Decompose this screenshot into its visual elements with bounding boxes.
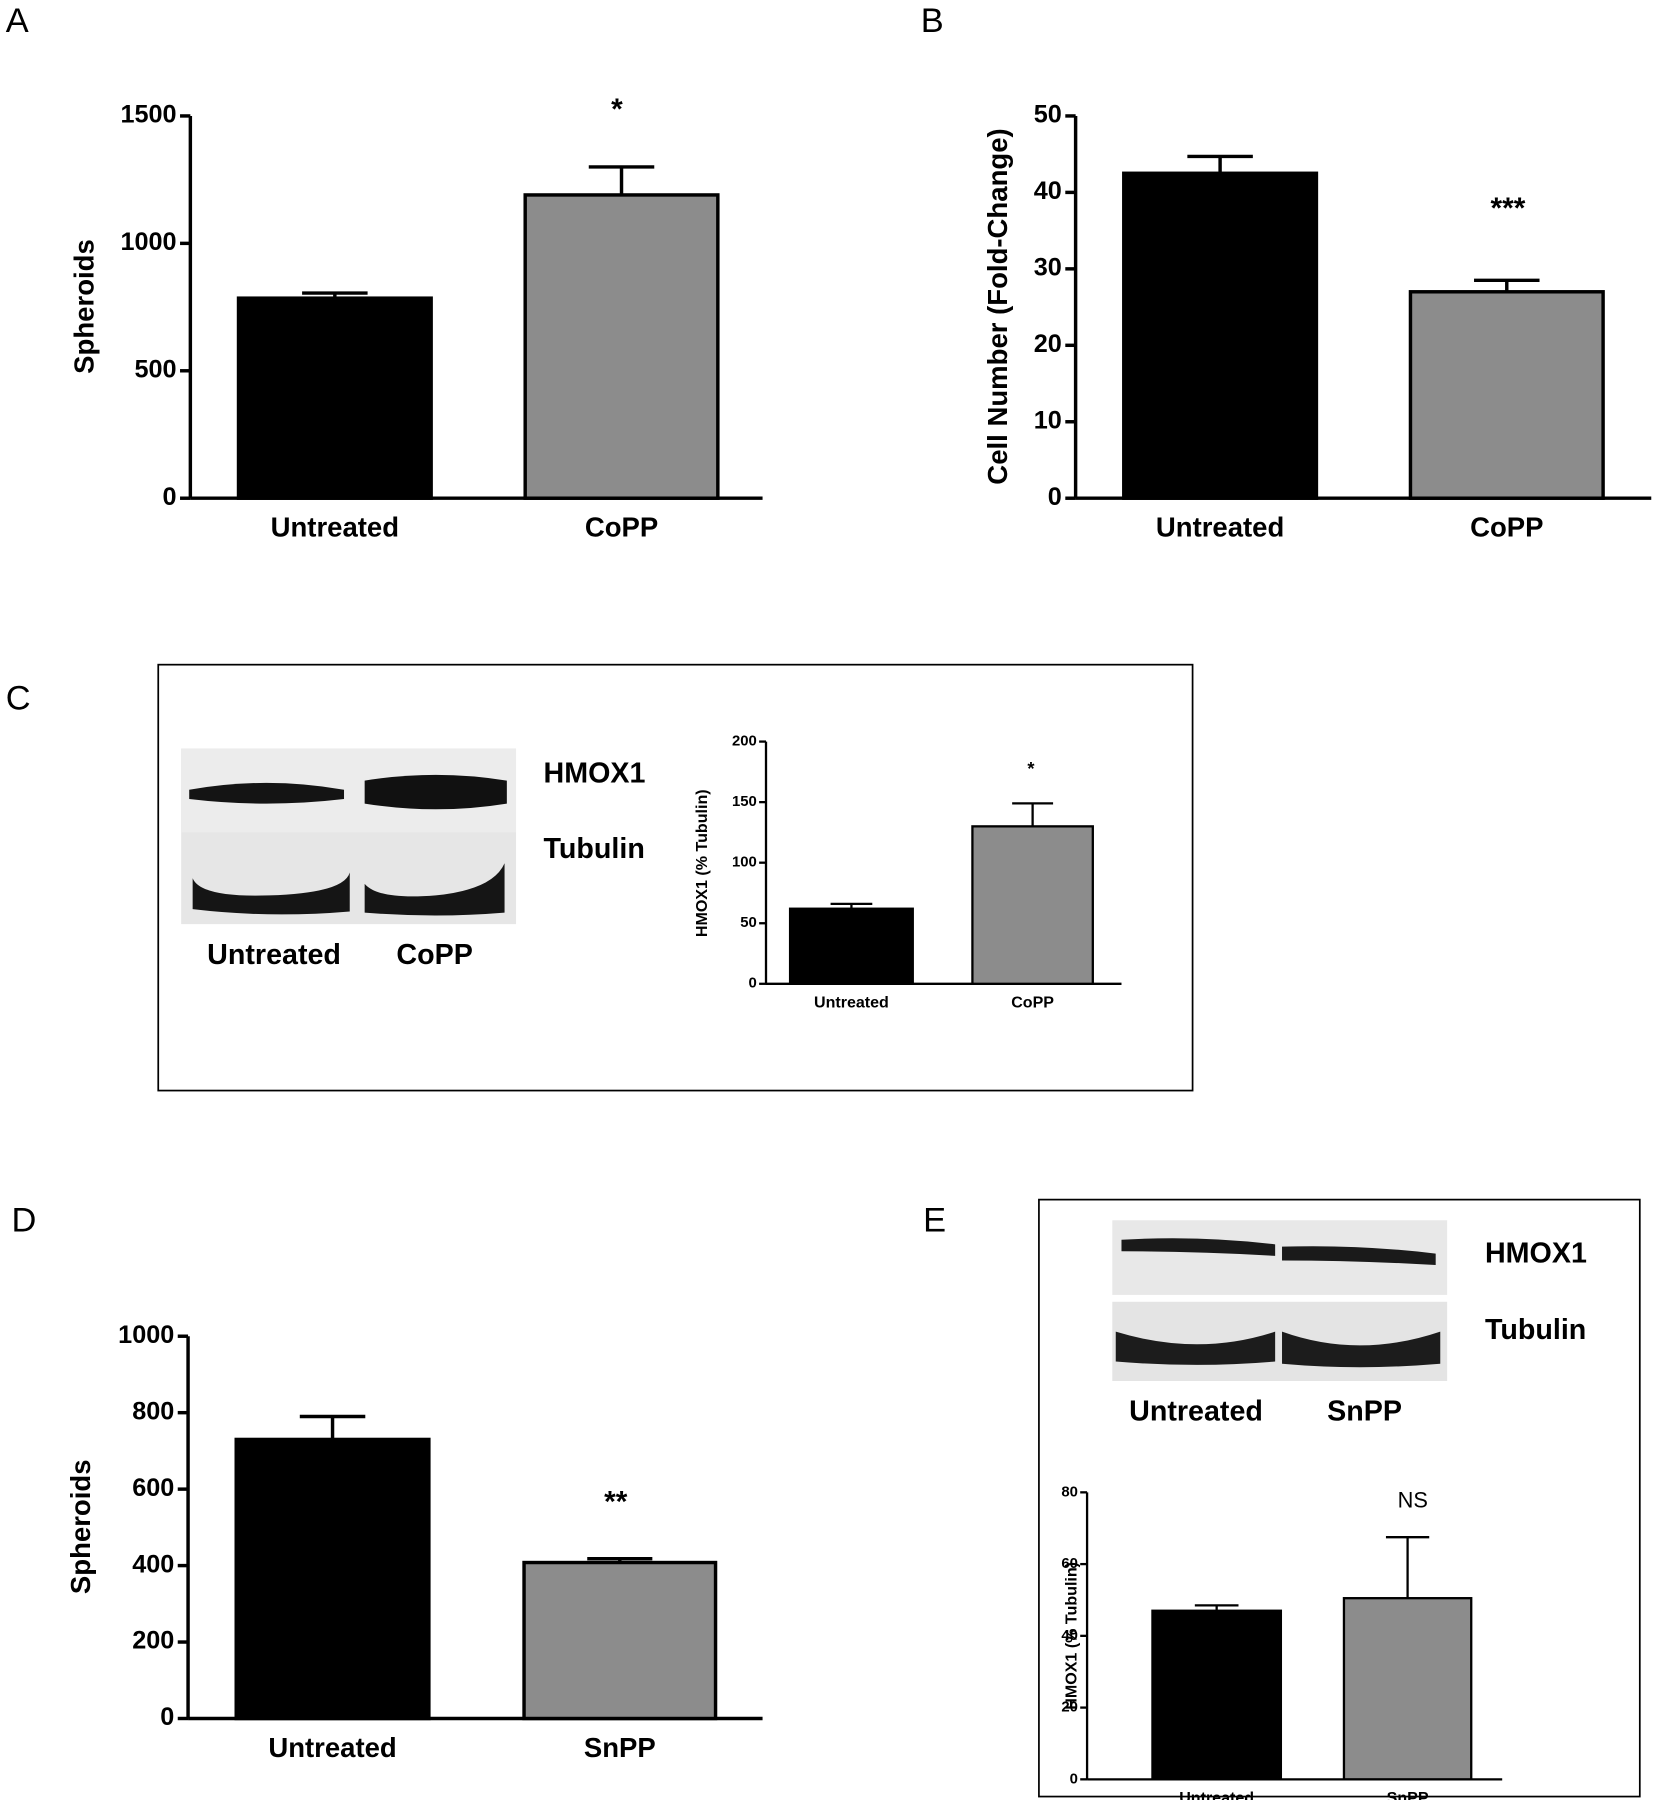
y-tick-label: 20 [1034, 330, 1062, 358]
y-tick-label: 80 [1061, 1484, 1078, 1500]
y-tick-label: 1500 [120, 101, 176, 129]
bar [1122, 171, 1319, 500]
panel-frame [1038, 1198, 1641, 1798]
y-tick-label: 50 [1034, 101, 1062, 129]
significance-label: * [1027, 758, 1035, 779]
lane-label: Untreated [1129, 1396, 1263, 1428]
y-tick-label: 60 [1061, 1556, 1078, 1572]
bar [522, 1560, 718, 1721]
bar [234, 1437, 431, 1721]
y-tick-label: 1000 [120, 228, 176, 256]
blot-image [181, 748, 517, 925]
y-tick-label: 30 [1034, 254, 1062, 282]
y-tick-label: 40 [1034, 177, 1062, 205]
significance-label: *** [1491, 192, 1526, 225]
band-label: HMOX1 [544, 757, 646, 789]
bar [788, 907, 914, 985]
y-tick-label: 400 [132, 1550, 174, 1578]
y-tick-label: 0 [1048, 483, 1062, 511]
x-tick-label: Untreated [1179, 1789, 1254, 1800]
panel-letter: A [6, 2, 29, 40]
y-tick-label: 0 [160, 1703, 174, 1731]
band-label: HMOX1 [1485, 1237, 1587, 1269]
x-tick-label: SnPP [1387, 1789, 1429, 1800]
bar [1151, 1609, 1283, 1781]
blot-image [1112, 1220, 1448, 1381]
x-tick-label: Untreated [814, 994, 889, 1012]
y-tick-label: 200 [132, 1627, 174, 1655]
panel-frame [157, 663, 1194, 1092]
lane-label: Untreated [207, 939, 341, 971]
panel-letter: E [923, 1202, 946, 1240]
bar [523, 193, 720, 500]
band-label: Tubulin [544, 833, 645, 865]
x-tick-label: CoPP [585, 511, 658, 542]
y-axis-label: Cell Number (Fold-Change) [982, 128, 1013, 484]
y-tick-label: 100 [732, 855, 757, 871]
y-tick-label: 0 [163, 483, 177, 511]
y-tick-label: 1000 [118, 1321, 174, 1349]
y-tick-label: 10 [1034, 406, 1062, 434]
significance-label: * [611, 93, 623, 126]
y-axis-label: HMOX1 (% Tubulin) [1062, 1562, 1080, 1710]
y-axis-label: HMOX1 (% Tubulin) [693, 789, 711, 937]
lane-label: CoPP [396, 939, 472, 971]
y-tick-label: 50 [740, 915, 757, 931]
x-tick-label: SnPP [584, 1732, 656, 1763]
y-axis-label: Spheroids [68, 239, 99, 374]
y-tick-label: 20 [1061, 1700, 1078, 1716]
bar [236, 296, 433, 500]
y-tick-label: 800 [132, 1397, 174, 1425]
y-tick-label: 40 [1061, 1628, 1078, 1644]
y-tick-label: 150 [732, 794, 757, 810]
y-tick-label: 0 [749, 976, 757, 992]
x-tick-label: CoPP [1011, 994, 1054, 1012]
panel-letter: B [921, 2, 944, 40]
lane-label: SnPP [1327, 1396, 1402, 1428]
significance-label: ** [604, 1486, 628, 1519]
panel-letter: C [6, 679, 31, 717]
bar [1342, 1597, 1473, 1781]
y-tick-label: 600 [132, 1474, 174, 1502]
x-tick-label: Untreated [271, 511, 399, 542]
x-tick-label: CoPP [1470, 511, 1543, 542]
band-label: Tubulin [1485, 1314, 1586, 1346]
x-tick-label: Untreated [268, 1732, 396, 1763]
y-tick-label: 200 [732, 734, 757, 750]
x-tick-label: Untreated [1156, 511, 1284, 542]
y-axis-label: Spheroids [65, 1459, 96, 1594]
y-tick-label: 0 [1070, 1771, 1078, 1787]
panel-letter: D [11, 1202, 36, 1240]
y-tick-label: 500 [135, 355, 177, 383]
significance-label: NS [1398, 1487, 1428, 1512]
bar [971, 825, 1094, 985]
bar [1408, 290, 1605, 500]
